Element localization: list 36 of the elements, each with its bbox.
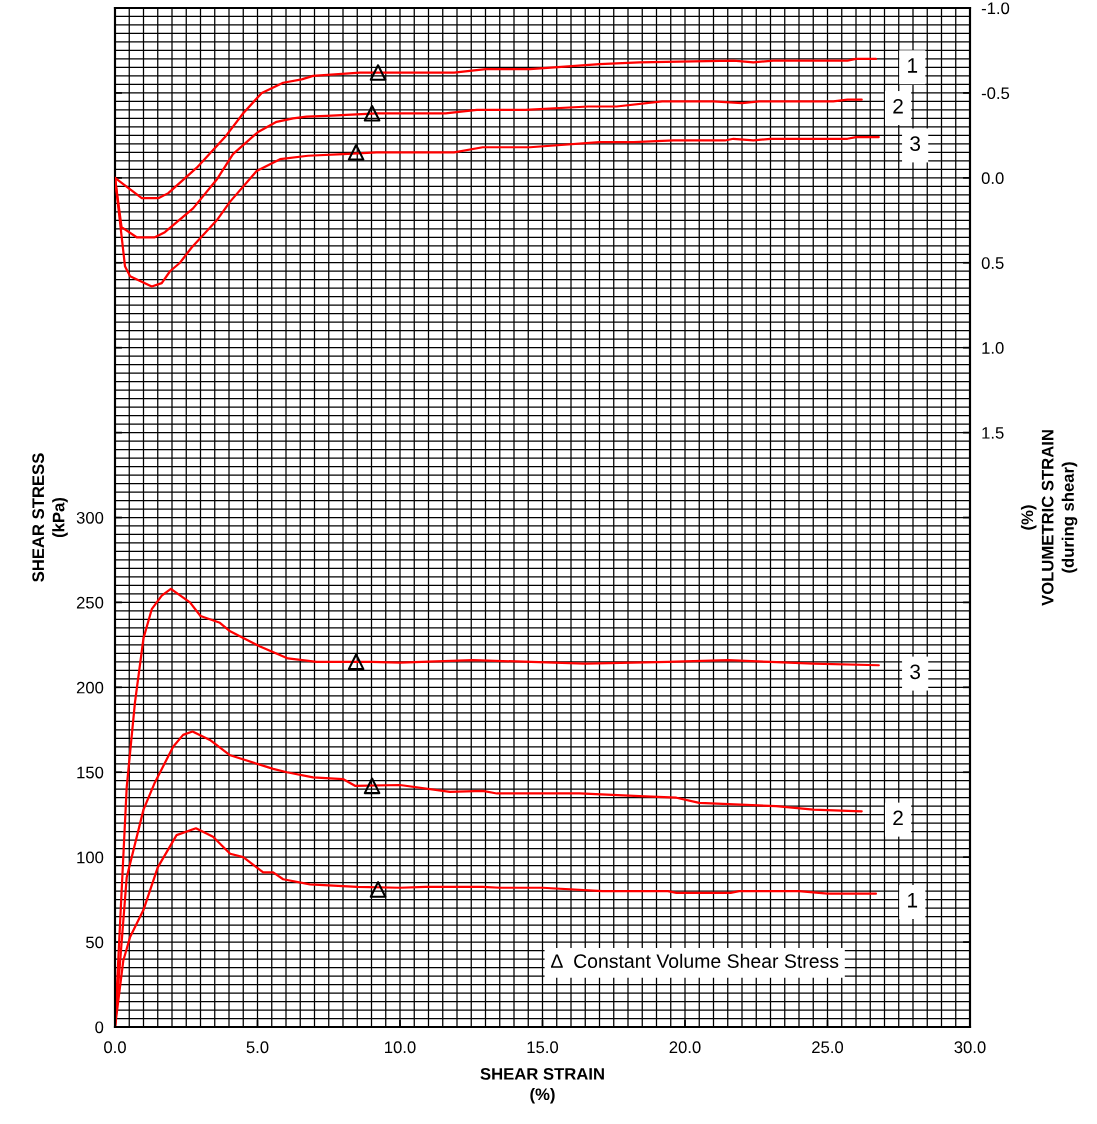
series-label: 2 <box>893 98 903 114</box>
y-tick-label: 250 <box>76 596 104 609</box>
y2-tick-label: 0.0 <box>981 172 1004 185</box>
y-tick-label: 200 <box>76 681 104 694</box>
point <box>347 653 365 671</box>
point <box>363 777 381 795</box>
x-tick-label: 10.0 <box>385 1041 416 1054</box>
series-label: 1 <box>908 58 918 73</box>
y-tick-label: 300 <box>76 511 104 524</box>
y2-tick-label: 0.5 <box>981 257 1004 269</box>
x-tick-label: 30.0 <box>954 1041 986 1054</box>
annotation: Δ Constant Volume Shear Stress <box>550 953 839 969</box>
y-tick-label: 150 <box>77 766 104 779</box>
x-tick-label: 5.0 <box>246 1041 269 1054</box>
y2-tick-label: -1.0 <box>981 2 1010 15</box>
y2-tick-label: -0.5 <box>981 87 1010 100</box>
y-tick-label: 100 <box>77 851 104 864</box>
x-tick-label: 15.0 <box>527 1041 559 1054</box>
series-label: 3 <box>910 664 921 680</box>
x-axis-title: SHEAR STRAIN (%) <box>480 1067 604 1104</box>
point <box>363 104 381 122</box>
point <box>347 144 365 161</box>
x-tick-label: 25.0 <box>812 1041 844 1054</box>
x-tick-label: 20.0 <box>669 1041 701 1054</box>
y2-axis-title: (%) VOLUMETRIC STRAIN (during shear) <box>1020 430 1078 606</box>
series-label: 2 <box>893 810 903 826</box>
y-axis-title: SHEAR STRESS (kPa) <box>32 453 68 582</box>
y-tick-label: 50 <box>86 936 104 949</box>
y2-tick-label: 1.5 <box>982 427 1004 439</box>
point <box>369 64 387 81</box>
series-label: 1 <box>908 893 918 908</box>
x-tick-label: 0.0 <box>104 1041 126 1054</box>
y2-tick-label: 1.0 <box>982 342 1004 354</box>
y-tick-label: 0 <box>95 1021 104 1034</box>
series-label: 3 <box>910 136 921 151</box>
point <box>369 881 387 898</box>
